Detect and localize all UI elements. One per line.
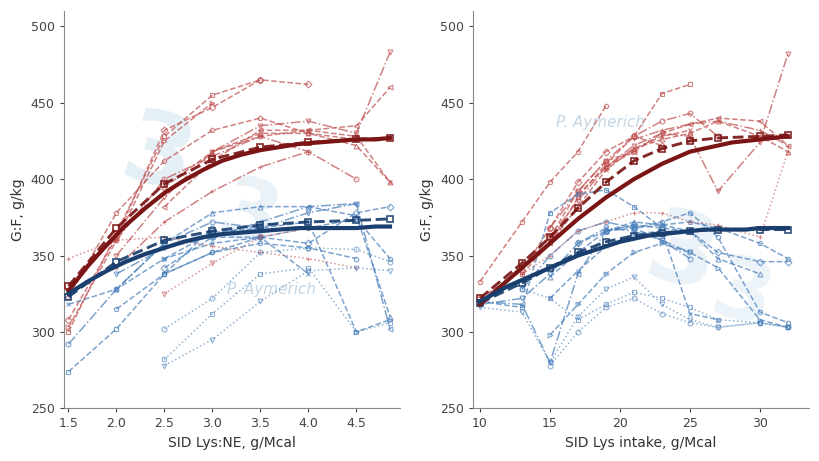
Text: 3: 3 [634, 201, 726, 313]
Text: P. Aymerich: P. Aymerich [555, 115, 645, 130]
Text: P. Aymerich: P. Aymerich [227, 282, 316, 296]
Text: 3: 3 [111, 102, 204, 214]
X-axis label: SID Lys:NE, g/Mcal: SID Lys:NE, g/Mcal [168, 436, 295, 450]
Y-axis label: G:F, g/kg: G:F, g/kg [11, 178, 25, 241]
Y-axis label: G:F, g/kg: G:F, g/kg [420, 178, 434, 241]
Text: 3: 3 [701, 249, 781, 345]
Text: 3: 3 [209, 170, 287, 266]
X-axis label: SID Lys intake, g/Mcal: SID Lys intake, g/Mcal [564, 436, 716, 450]
